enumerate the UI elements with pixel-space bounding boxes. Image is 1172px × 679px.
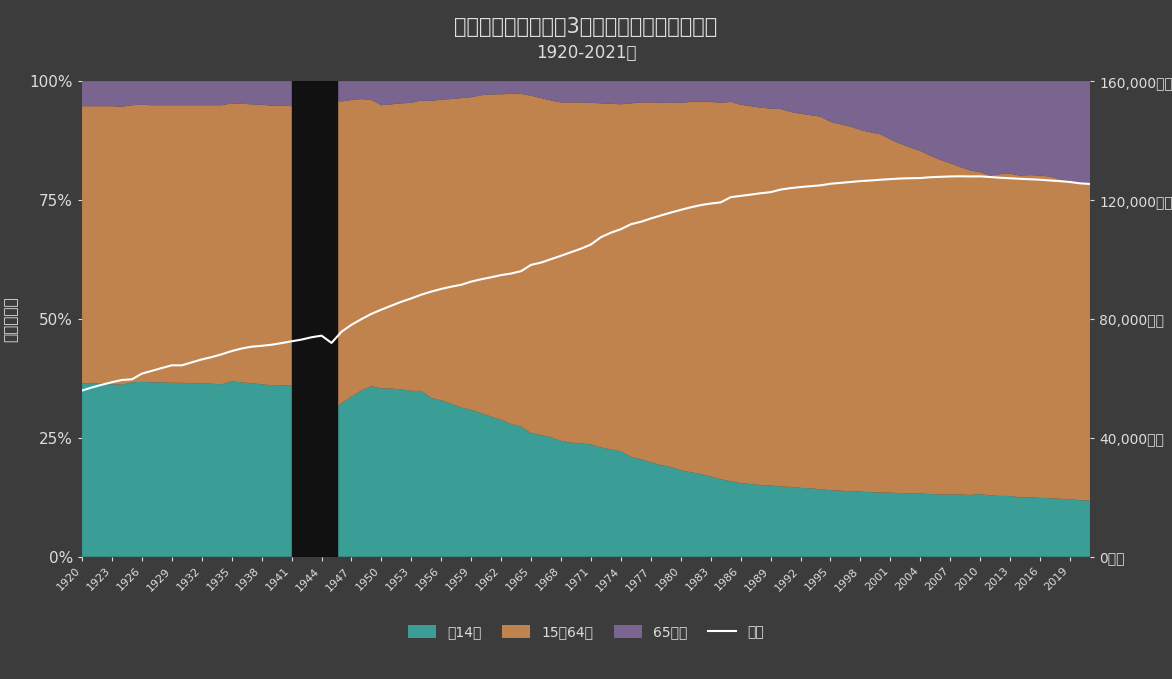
Legend: 〜14歳, 15〜64歳, 65歳〜, 総数: 〜14歳, 15〜64歳, 65歳〜, 総数 [403, 620, 769, 645]
Text: 1920-2021年: 1920-2021年 [536, 44, 636, 62]
Y-axis label: 総人口割合: 総人口割合 [4, 296, 19, 342]
Bar [292, 81, 336, 557]
Text: 日本の総人口と年齢3区分別の割合の年次推移: 日本の総人口と年齢3区分別の割合の年次推移 [455, 17, 717, 37]
